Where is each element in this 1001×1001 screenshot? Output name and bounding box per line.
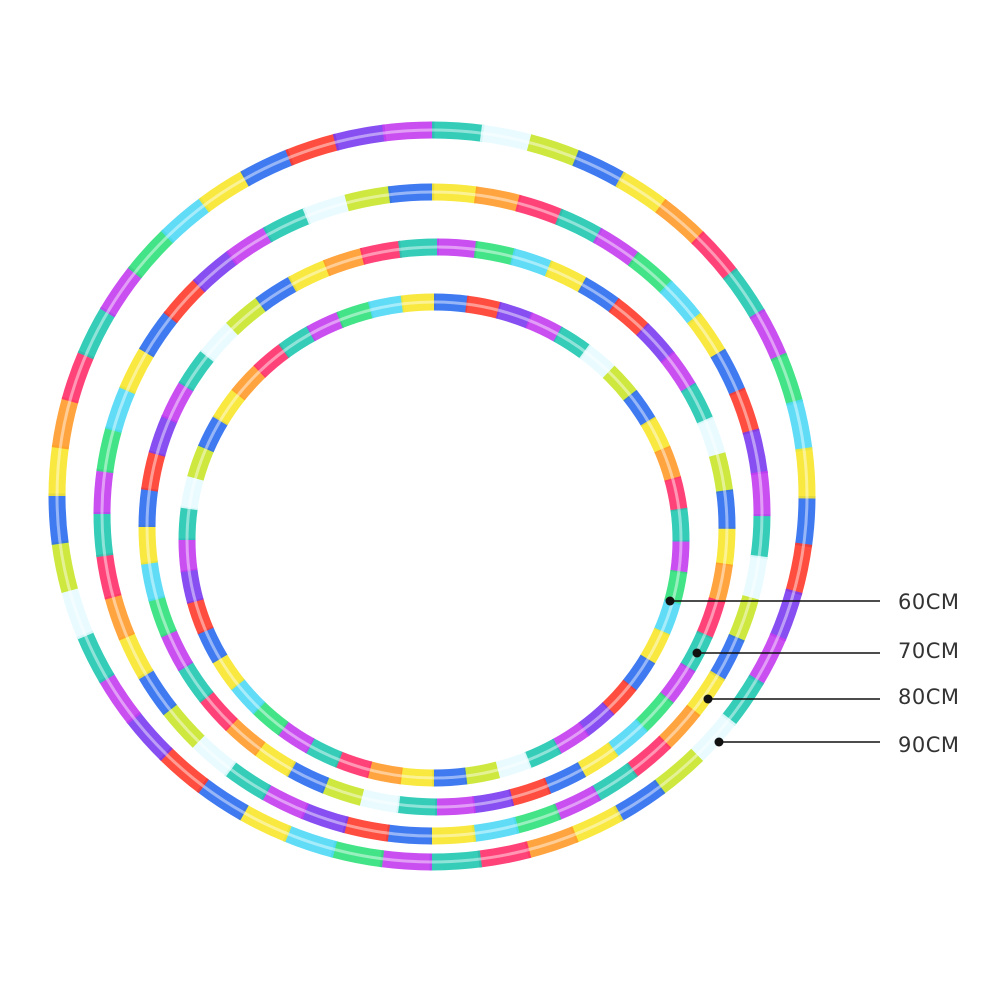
led-segment: [795, 447, 816, 499]
leader-80cm-dot: [703, 694, 713, 704]
size-label-90cm: 90CM: [898, 733, 960, 757]
led-segment: [716, 489, 736, 529]
hoop-60cm: [178, 293, 690, 787]
size-label-80cm: 80CM: [898, 685, 960, 709]
size-label-60cm: 60CM: [898, 590, 960, 614]
hoop-highlight: [100, 190, 764, 838]
hoop-70cm: [138, 238, 736, 816]
leader-60cm-dot: [665, 596, 675, 606]
led-segment: [750, 470, 771, 517]
hoop-highlight: [185, 300, 683, 780]
leader-90cm-dot: [714, 737, 724, 747]
leader-70cm-dot: [692, 648, 702, 658]
hoop-80cm: [93, 183, 771, 845]
led-segment: [670, 507, 690, 542]
hoop-90cm: [48, 121, 816, 871]
size-label-70cm: 70CM: [898, 639, 960, 663]
hoop-highlight: [145, 245, 729, 809]
hoop-highlight: [55, 128, 809, 864]
